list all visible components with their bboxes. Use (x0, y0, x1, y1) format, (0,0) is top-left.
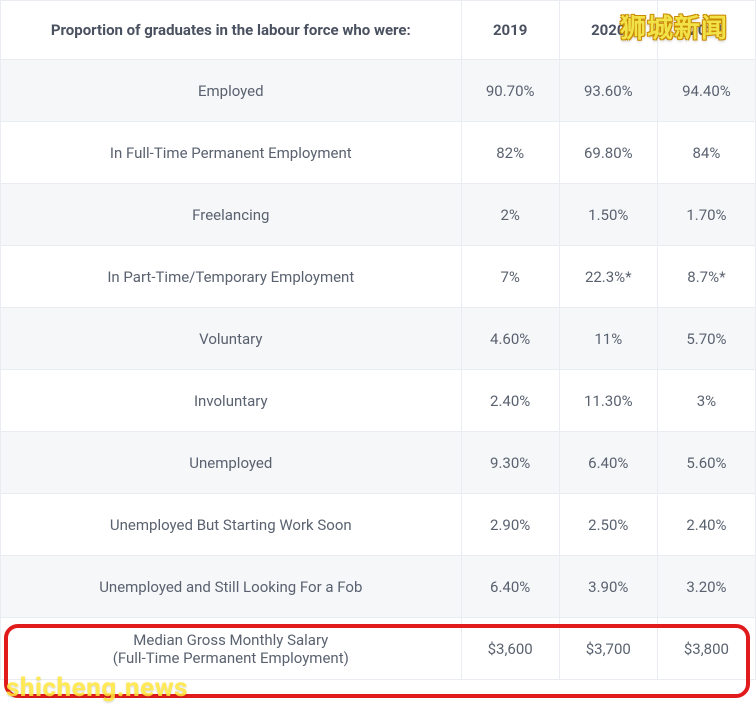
cell-value: $3,800 (657, 618, 755, 680)
cell-value: 1.50% (559, 184, 657, 246)
table-row: Freelancing2%1.50%1.70% (1, 184, 756, 246)
cell-value: 69.80% (559, 122, 657, 184)
cell-value: $3,700 (559, 618, 657, 680)
cell-value: 5.70% (657, 308, 755, 370)
cell-value: 2% (461, 184, 559, 246)
row-label: Unemployed and Still Looking For a Fob (1, 556, 462, 618)
table-row: Voluntary4.60%11%5.70% (1, 308, 756, 370)
row-label: Employed (1, 60, 462, 122)
table-row: Unemployed and Still Looking For a Fob6.… (1, 556, 756, 618)
header-title: Proportion of graduates in the labour fo… (1, 1, 462, 60)
cell-value: 90.70% (461, 60, 559, 122)
header-year-2021: 2021 (657, 1, 755, 60)
header-year-2019: 2019 (461, 1, 559, 60)
cell-value: 84% (657, 122, 755, 184)
cell-value: 4.60% (461, 308, 559, 370)
cell-value: 5.60% (657, 432, 755, 494)
cell-value: 6.40% (559, 432, 657, 494)
row-label-text: Median Gross Monthly Salary (133, 631, 328, 649)
cell-value: 2.50% (559, 494, 657, 556)
cell-value: 8.7%* (657, 246, 755, 308)
cell-value: 3.90% (559, 556, 657, 618)
cell-value: 82% (461, 122, 559, 184)
table-row: In Full-Time Permanent Employment82%69.8… (1, 122, 756, 184)
row-label: In Full-Time Permanent Employment (1, 122, 462, 184)
row-label: Involuntary (1, 370, 462, 432)
row-label: Voluntary (1, 308, 462, 370)
cell-value: 2.90% (461, 494, 559, 556)
table-body: Employed90.70%93.60%94.40%In Full-Time P… (1, 60, 756, 680)
row-label: Freelancing (1, 184, 462, 246)
table-row: Involuntary2.40%11.30%3% (1, 370, 756, 432)
cell-value: 3% (657, 370, 755, 432)
table-row: Median Gross Monthly Salary(Full-Time Pe… (1, 618, 756, 680)
row-label: Unemployed But Starting Work Soon (1, 494, 462, 556)
header-year-2020: 2020 (559, 1, 657, 60)
cell-value: 1.70% (657, 184, 755, 246)
row-label: Unemployed (1, 432, 462, 494)
graduates-employment-table: Proportion of graduates in the labour fo… (0, 0, 756, 680)
row-label: Median Gross Monthly Salary(Full-Time Pe… (1, 618, 462, 680)
table-header-row: Proportion of graduates in the labour fo… (1, 1, 756, 60)
cell-value: $3,600 (461, 618, 559, 680)
cell-value: 22.3%* (559, 246, 657, 308)
cell-value: 9.30% (461, 432, 559, 494)
row-sublabel: (Full-Time Permanent Employment) (9, 649, 453, 667)
cell-value: 6.40% (461, 556, 559, 618)
cell-value: 3.20% (657, 556, 755, 618)
cell-value: 94.40% (657, 60, 755, 122)
table-row: Employed90.70%93.60%94.40% (1, 60, 756, 122)
cell-value: 11.30% (559, 370, 657, 432)
table-row: Unemployed But Starting Work Soon2.90%2.… (1, 494, 756, 556)
cell-value: 2.40% (461, 370, 559, 432)
cell-value: 93.60% (559, 60, 657, 122)
row-label: In Part-Time/Temporary Employment (1, 246, 462, 308)
table-row: Unemployed9.30%6.40%5.60% (1, 432, 756, 494)
cell-value: 11% (559, 308, 657, 370)
cell-value: 7% (461, 246, 559, 308)
table-row: In Part-Time/Temporary Employment7%22.3%… (1, 246, 756, 308)
cell-value: 2.40% (657, 494, 755, 556)
